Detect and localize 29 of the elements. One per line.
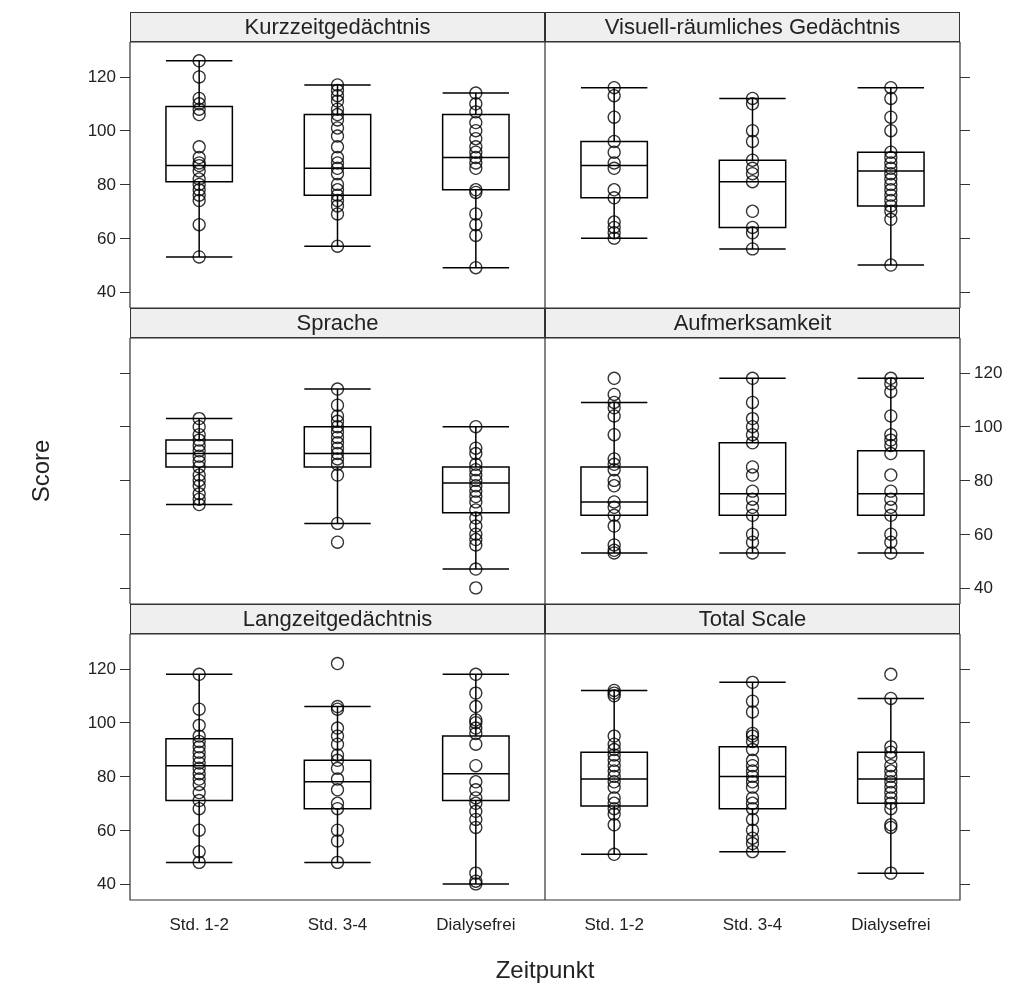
y-tick-label: 60 <box>974 524 993 544</box>
y-tick-label: 100 <box>87 713 116 733</box>
x-tick-label: Std. 3-4 <box>722 915 783 934</box>
chart-title: Visuell-räumliches Gedächtnis <box>545 12 960 42</box>
y-axis-title: Score <box>27 439 56 503</box>
x-tick-label: Std. 1-2 <box>169 915 229 934</box>
y-tick-label: 120 <box>87 67 116 87</box>
y-tick-label: 40 <box>97 874 116 894</box>
chart-title: Sprache <box>130 308 545 338</box>
y-tick-label: 60 <box>97 820 116 840</box>
chart-title: Aufmerksamkeit <box>545 308 960 338</box>
y-tick-label: 100 <box>87 121 116 141</box>
y-tick-label: 80 <box>97 766 116 786</box>
y-tick-label: 80 <box>974 470 993 490</box>
y-tick-label: 100 <box>974 417 1003 437</box>
chart-title: Total Scale <box>545 604 960 634</box>
x-tick-label: Dialysefrei <box>851 915 931 934</box>
x-axis-title: Zeitpunkt <box>494 956 596 984</box>
y-tick-label: 40 <box>974 578 993 598</box>
y-tick-label: 120 <box>87 659 116 679</box>
x-tick-label: Std. 3-4 <box>307 915 368 934</box>
y-tick-label: 60 <box>97 228 116 248</box>
chart-title: Kurzzeitgedächtnis <box>130 12 545 42</box>
x-tick-label: Dialysefrei <box>436 915 516 934</box>
y-tick-label: 120 <box>974 363 1003 383</box>
x-tick-label: Std. 1-2 <box>584 915 644 934</box>
y-tick-label: 80 <box>97 174 116 194</box>
y-tick-label: 40 <box>97 282 116 302</box>
chart-title: Langzeitgedächtnis <box>130 604 545 634</box>
